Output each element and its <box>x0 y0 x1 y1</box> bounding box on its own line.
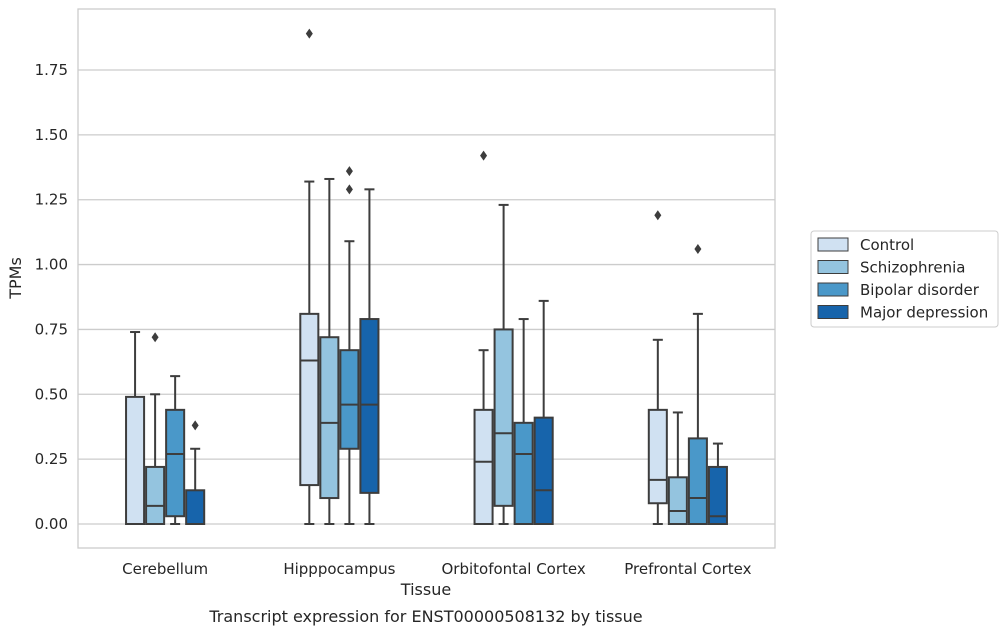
box-control <box>473 150 494 526</box>
box-major-depression <box>359 188 380 525</box>
legend-swatch <box>817 260 849 274</box>
box-control <box>125 331 146 526</box>
legend: Control Schizophrenia Bipolar disorder Majo… <box>810 230 999 328</box>
box-groups <box>125 28 728 526</box>
box-control <box>647 210 668 525</box>
outlier-point <box>305 28 313 39</box>
box-schizophrenia <box>667 411 688 525</box>
legend-label: Control <box>860 236 914 254</box>
legend-label: Schizophrenia <box>860 259 965 277</box>
x-tick-label: Hipppocampus <box>283 560 395 578</box>
y-axis-title: TPMs <box>6 257 25 300</box>
legend-swatch <box>817 282 849 297</box>
plot-frame <box>77 8 776 549</box>
y-tick-label: 1.50 <box>35 126 68 144</box>
y-tick-label: 1.00 <box>35 256 68 274</box>
box-body <box>513 421 534 525</box>
outlier-point <box>345 166 353 177</box>
y-tick-labels: 0.00 0.25 0.50 0.75 1.00 1.25 1.50 1.75 <box>35 61 68 533</box>
y-tick-label: 0.50 <box>35 385 68 403</box>
x-tick-label: Orbitofontal Cortex <box>442 560 586 578</box>
box-body <box>185 489 206 526</box>
box-body <box>493 328 514 507</box>
box-major-depression <box>707 442 728 526</box>
box-body <box>647 408 668 505</box>
box-schizophrenia <box>319 177 340 525</box>
y-tick-label: 1.25 <box>35 191 68 209</box>
x-axis-title: Tissue <box>400 580 451 599</box>
y-tick-label: 0.75 <box>35 320 68 338</box>
box-schizophrenia <box>145 332 166 526</box>
box-schizophrenia <box>493 203 514 525</box>
outlier-point <box>654 210 662 221</box>
box-bipolar-disorder <box>165 375 186 525</box>
y-tick-label: 1.75 <box>35 61 68 79</box>
outlier-point <box>694 244 702 255</box>
outlier-point <box>480 150 488 161</box>
outlier-point <box>191 420 199 431</box>
box-body <box>667 476 688 525</box>
box-bipolar-disorder <box>513 318 534 525</box>
box-control <box>299 28 320 525</box>
x-tick-label: Cerebellum <box>122 560 208 578</box>
box-body <box>533 416 554 525</box>
box-body <box>339 349 360 450</box>
box-body <box>145 465 166 526</box>
box-body <box>359 318 380 494</box>
box-body <box>707 465 728 526</box>
box-body <box>687 437 708 526</box>
legend-label: Bipolar disorder <box>860 281 980 299</box>
box-major-depression <box>185 420 206 526</box>
box-bipolar-disorder <box>339 166 360 525</box>
legend-swatch <box>817 237 849 252</box>
legend-frame <box>810 230 999 328</box>
gridlines <box>78 69 775 525</box>
x-tick-labels: Cerebellum Hipppocampus Orbitofontal Corte… <box>122 560 751 578</box>
chart-caption: Transcript expression for ENST0000050813… <box>208 607 642 626</box>
box-body <box>299 312 320 487</box>
x-tick-label: Prefrontal Cortex <box>624 560 751 578</box>
legend-swatch <box>817 305 849 319</box>
y-tick-label: 0.00 <box>35 515 68 533</box>
outlier-point <box>345 184 353 195</box>
box-body <box>319 336 340 500</box>
box-body <box>473 408 494 526</box>
y-tick-label: 0.25 <box>35 450 68 468</box>
box-major-depression <box>533 299 554 525</box>
box-body <box>125 395 146 526</box>
box-bipolar-disorder <box>687 244 708 526</box>
box-body <box>165 408 186 518</box>
legend-label: Major depression <box>860 304 988 322</box>
outlier-point <box>151 332 159 343</box>
